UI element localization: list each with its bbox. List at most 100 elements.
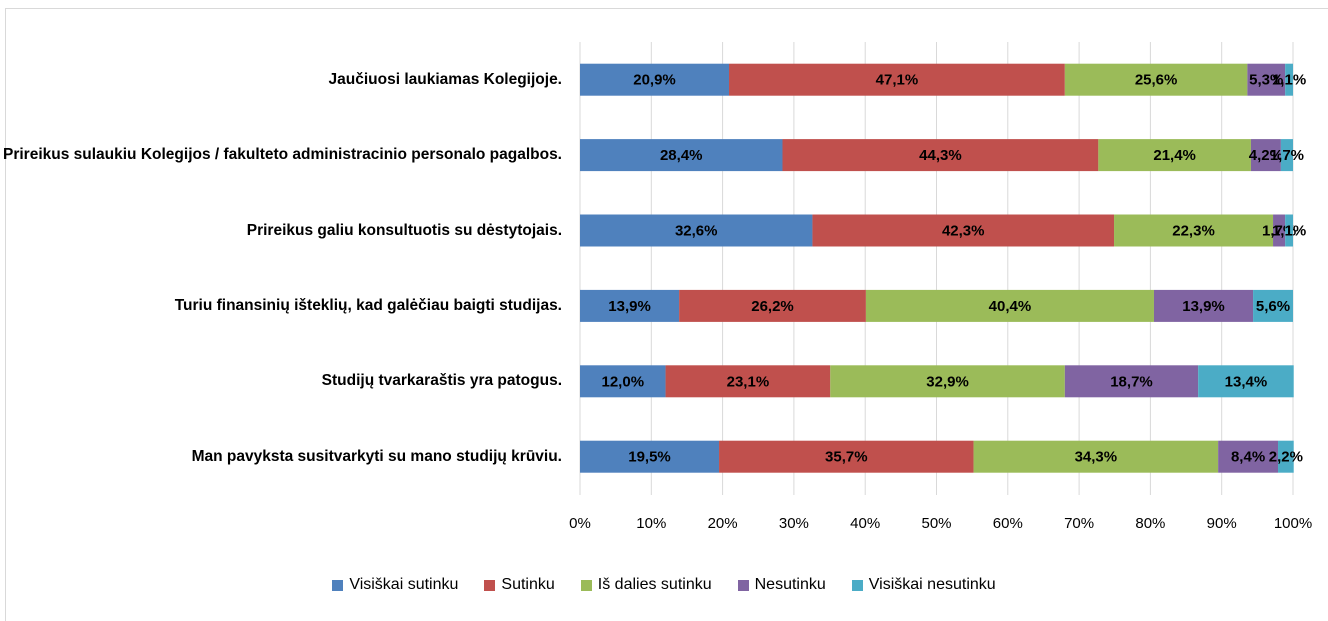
x-tick-label: 50%	[921, 515, 951, 532]
legend-item: Visiškai nesutinku	[851, 576, 996, 594]
x-tick-label: 0%	[569, 515, 591, 532]
legend-swatch	[737, 579, 749, 591]
bar-segment	[580, 440, 720, 473]
bar-segment	[1285, 63, 1293, 96]
x-tick-label: 90%	[1207, 515, 1237, 532]
legend-item: Sutinku	[484, 576, 555, 594]
bar-segment	[580, 214, 813, 247]
data-label: 44,3%	[919, 147, 962, 164]
category-label: Prireikus sulaukiu Kolegijos / fakulteto…	[2, 125, 562, 185]
category-text: Prireikus sulaukiu Kolegijos / fakulteto…	[3, 146, 562, 164]
bar-segment	[1250, 139, 1281, 172]
data-label: 40,4%	[989, 298, 1032, 315]
data-label: 32,6%	[675, 222, 718, 239]
x-tick-label: 100%	[1274, 515, 1312, 532]
legend-swatch	[484, 579, 496, 591]
data-label: 26,2%	[751, 298, 794, 315]
legend-item: Iš dalies sutinku	[580, 576, 712, 594]
bar-segment	[729, 63, 1065, 96]
legend-item: Visiškai sutinku	[332, 576, 458, 594]
data-label: 20,9%	[633, 72, 676, 89]
bar-segment	[1278, 440, 1294, 473]
category-text: Jaučiuosi laukiamas Kolegijoje.	[328, 70, 562, 88]
data-label: 12,0%	[602, 373, 645, 390]
data-label: 5,6%	[1256, 298, 1290, 315]
data-label: 32,9%	[926, 373, 969, 390]
bar-segment	[830, 365, 1065, 398]
chart-border	[5, 8, 1328, 621]
data-label: 21,4%	[1153, 147, 1196, 164]
category-label: Studijų tvarkaraštis yra patogus.	[2, 351, 562, 411]
data-label: 35,7%	[825, 449, 868, 466]
x-tick-label: 60%	[993, 515, 1023, 532]
data-label: 19,5%	[628, 449, 671, 466]
legend: Visiškai sutinku Sutinku Iš dalies sutinku…	[0, 576, 1328, 594]
category-text: Studijų tvarkaraštis yra patogus.	[321, 372, 562, 390]
x-tick-label: 10%	[636, 515, 666, 532]
legend-swatch	[332, 579, 344, 591]
data-label: 8,4%	[1231, 449, 1265, 466]
bar-segment	[1273, 214, 1286, 247]
legend-label: Visiškai sutinku	[349, 576, 459, 593]
bar-segment	[812, 214, 1115, 247]
data-label: 13,4%	[1225, 373, 1268, 390]
bar-segment	[1064, 365, 1199, 398]
data-label: 23,1%	[727, 373, 770, 390]
legend-item: Nesutinku	[737, 576, 826, 594]
legend-label: Visiškai nesutinku	[868, 576, 996, 593]
category-text: Man pavyksta susitvarkyti su mano studij…	[191, 447, 562, 465]
bar-segment	[580, 139, 783, 172]
data-label: 1,1%	[1272, 222, 1306, 239]
bar-segment	[1280, 139, 1293, 172]
legend-label: Sutinku	[501, 576, 555, 593]
bar-segment	[679, 289, 866, 322]
category-label: Turiu finansinių išteklių, kad galėčiau …	[2, 276, 562, 336]
bar-segment	[580, 289, 680, 322]
category-label: Prireikus galiu konsultuotis su dėstytoj…	[2, 201, 562, 261]
bar-segment	[1253, 289, 1293, 322]
bar-segment	[580, 365, 666, 398]
data-label: 28,4%	[660, 147, 703, 164]
bar-segment	[719, 440, 974, 473]
bar-segment	[1198, 365, 1294, 398]
x-tick-label: 40%	[850, 515, 880, 532]
bar-segment	[580, 63, 730, 96]
bar-segment	[1064, 63, 1248, 96]
data-label: 1,7%	[1270, 147, 1304, 164]
data-label: 22,3%	[1172, 222, 1215, 239]
bar-segment	[973, 440, 1219, 473]
bar-segment	[1114, 214, 1274, 247]
x-tick-label: 80%	[1135, 515, 1165, 532]
bar-segment	[665, 365, 831, 398]
data-label: 13,9%	[1182, 298, 1225, 315]
legend-label: Iš dalies sutinku	[597, 576, 712, 593]
legend-swatch	[580, 579, 592, 591]
bar-segment	[1285, 214, 1293, 247]
data-label: 25,6%	[1135, 72, 1178, 89]
legend-label: Nesutinku	[754, 576, 826, 593]
data-label: 13,9%	[608, 298, 651, 315]
data-label: 1,1%	[1272, 72, 1306, 89]
bar-segment	[1247, 63, 1286, 96]
bar-segment	[782, 139, 1099, 172]
data-label: 42,3%	[942, 222, 985, 239]
data-label: 18,7%	[1110, 373, 1153, 390]
category-text: Turiu finansinių išteklių, kad galėčiau …	[174, 296, 562, 314]
data-label: 2,2%	[1269, 449, 1303, 466]
bar-segment	[1153, 289, 1254, 322]
category-label: Man pavyksta susitvarkyti su mano studij…	[2, 427, 562, 487]
data-label: 34,3%	[1075, 449, 1118, 466]
data-label: 47,1%	[876, 72, 919, 89]
category-text: Prireikus galiu konsultuotis su dėstytoj…	[246, 221, 562, 239]
x-tick-label: 30%	[779, 515, 809, 532]
data-label: 4,2%	[1249, 147, 1283, 164]
x-tick-label: 20%	[708, 515, 738, 532]
category-label: Jaučiuosi laukiamas Kolegijoje.	[2, 50, 562, 110]
legend-swatch	[851, 579, 863, 591]
bar-segment	[865, 289, 1154, 322]
bar-segment	[1098, 139, 1251, 172]
x-tick-label: 70%	[1064, 515, 1094, 532]
data-label: 5,3%	[1249, 72, 1283, 89]
